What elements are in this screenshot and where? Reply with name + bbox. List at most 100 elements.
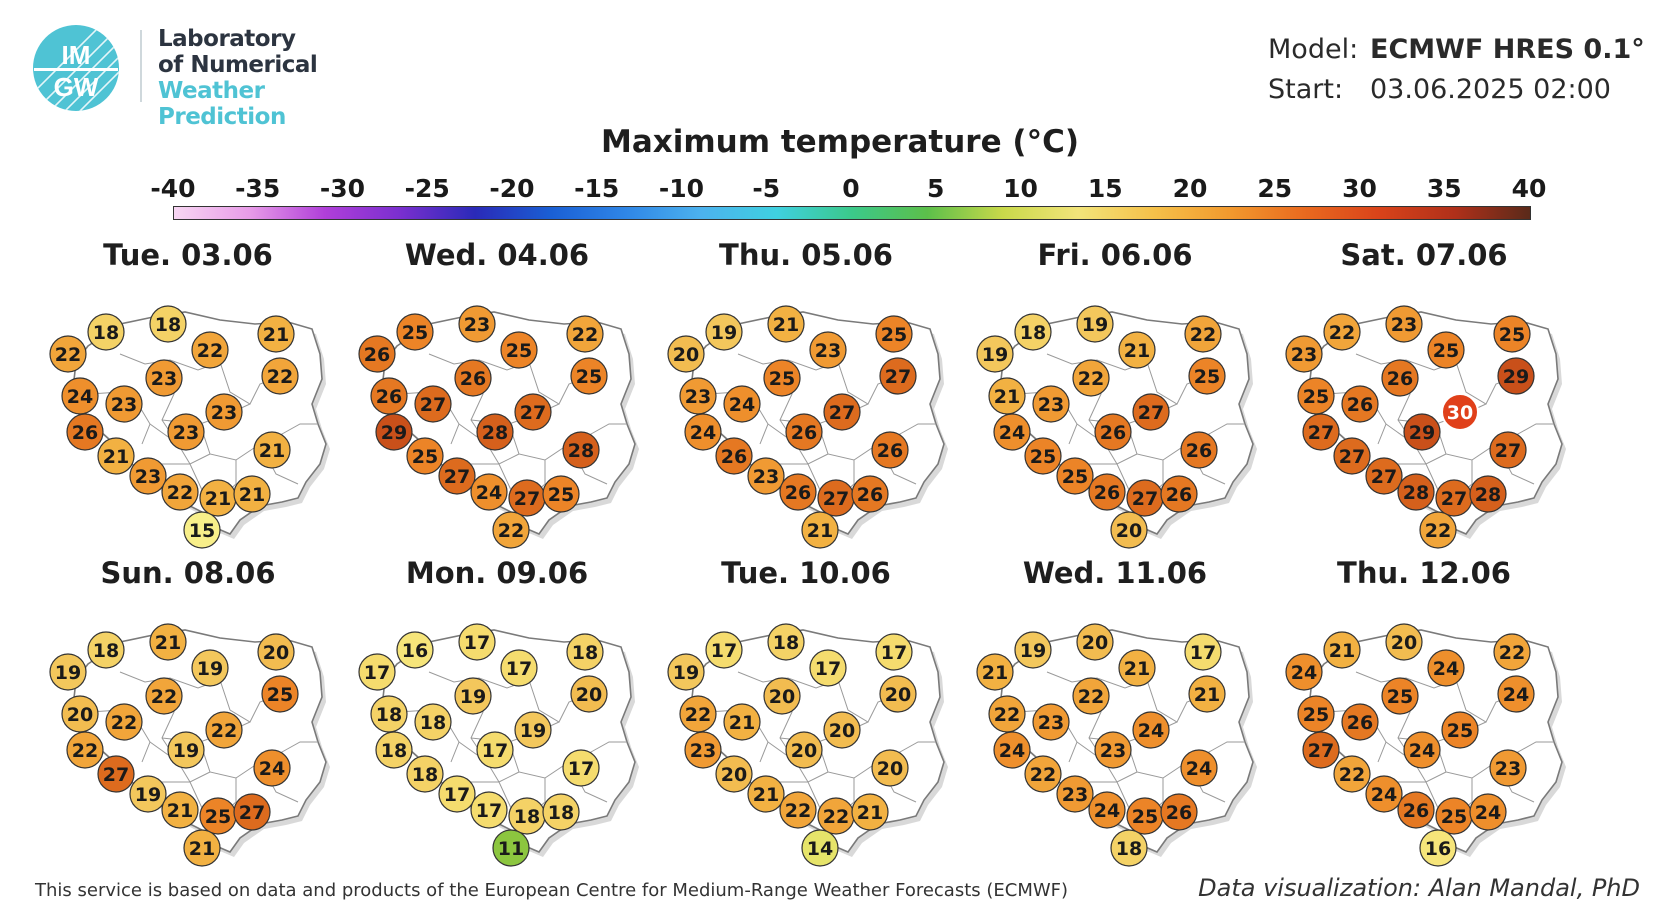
temperature-value: 26 [460,368,486,390]
temperature-value: 22 [823,806,849,828]
temperature-circle [871,431,909,469]
temperature-value: 19 [173,740,199,762]
temperature-circle [97,755,135,793]
temperature-value: 17 [444,784,470,806]
temperature-marker: 19 [514,711,552,749]
colorbar-ticks: -40 -35 -30 -25 -20 -15 -10 -5 0 5 10 15 20 25 30 35 40 [0,174,1680,204]
poland-map: 22 18 18 22 21 22 23 24 23 23 26 23 21 21 23 22 21 21 15 [49,305,330,549]
temperature-value: 18 [381,740,407,762]
temperature-value: 23 [753,466,779,488]
temperature-circle [261,357,299,395]
temperature-marker: 26 [1180,431,1218,469]
temperature-marker: 24 [1365,775,1403,813]
temperature-value: 24 [1186,758,1212,780]
temperature-marker: 19 [191,649,229,687]
temperature-circle [1397,791,1435,829]
colorbar-tick: 5 [927,174,945,203]
temperature-value: 25 [1030,446,1056,468]
temperature-marker: 11 [492,829,530,867]
start-label: Start: [1268,74,1344,105]
temperature-value: 26 [1100,422,1126,444]
logo-text: Laboratory of Numerical Weather Predicti… [158,26,372,130]
forecast-panel: Fri. 06.06 19 18 19 21 22 25 22 21 23 27 24 26 26 25 25… [955,238,1275,554]
panel-date: Wed. 11.06 [1022,556,1208,590]
temperature-marker: 27 [233,793,271,831]
temperature-circle [129,775,167,813]
temperature-marker: 23 [1385,305,1423,343]
temperature-value: 21 [259,440,285,462]
temperature-marker: 23 [1489,749,1527,787]
temperature-circle [684,413,722,451]
poland-map: 26 25 23 25 22 25 26 26 27 27 29 28 28 25 27 24 27 25 22 [358,305,639,549]
temperature-value: 22 [1078,686,1104,708]
colorbar-tick: -35 [235,174,281,203]
temperature-circle [49,335,87,373]
temperature-value: 27 [103,764,129,786]
temperature-value: 28 [482,422,508,444]
region-border [899,741,936,753]
temperature-circle [161,791,199,829]
temperature-circle [1365,775,1403,813]
temperature-marker: 22 [988,695,1026,733]
temperature-circle [1365,457,1403,495]
temperature-circle [183,511,221,549]
temperature-value: 14 [807,838,833,860]
temperature-marker: 26 [871,431,909,469]
temperature-circle [993,731,1031,769]
temperature-value: 27 [1308,740,1334,762]
temperature-marker: 25 [1126,797,1164,835]
temperature-marker: 22 [205,711,243,749]
temperature-marker: 20 [785,731,823,769]
temperature-circle [370,695,408,733]
temperature-circle [875,315,913,353]
temperature-value: 28 [568,440,594,462]
temperature-value: 21 [729,712,755,734]
temperature-circle [97,437,135,475]
temperature-marker: 28 [1397,473,1435,511]
temperature-marker: 24 [993,731,1031,769]
temperature-marker: 21 [257,315,295,353]
colorbar-tick: -25 [404,174,450,203]
temperature-value: 22 [1030,764,1056,786]
temperature-value: 27 [829,402,855,424]
temperature-value: 17 [815,658,841,680]
temperature-value: 22 [1339,764,1365,786]
temperature-value: 24 [1433,658,1459,680]
temperature-circle [1285,653,1323,691]
temperature-marker: 21 [747,775,785,813]
poland-map: 19 18 19 21 22 25 22 21 23 27 24 26 26 25 25 26 27 26 20 [976,305,1257,549]
temperature-marker: 27 [879,357,917,395]
logo-line-3: Weather Prediction [158,78,286,130]
temperature-circle [1160,475,1198,513]
temperature-circle [191,649,229,687]
temperature-value: 23 [151,368,177,390]
temperature-value: 21 [1329,640,1355,662]
temperature-value: 17 [464,632,490,654]
temperature-marker: 15 [183,511,221,549]
temperature-circle [879,357,917,395]
temperature-marker: 20 [871,749,909,787]
temperature-circle [492,511,530,549]
temperature-value: 28 [1475,484,1501,506]
temperature-circle [1333,755,1371,793]
temperature-circle [205,393,243,431]
colorbar-tick: 40 [1511,174,1547,203]
temperature-marker: 26 [779,473,817,511]
temperature-circle [570,675,608,713]
temperature-value: 27 [520,402,546,424]
temperature-circle [1180,431,1218,469]
temperature-marker: 17 [358,653,396,691]
temperature-circle [1088,473,1126,511]
temperature-marker: 20 [715,755,753,793]
temperature-marker: 25 [1297,695,1335,733]
forecast-panel: Thu. 12.06 24 21 20 24 22 24 25 25 26 25 27 24 23 22 24… [1264,556,1584,872]
temperature-value: 23 [173,422,199,444]
temperature-value: 18 [93,640,119,662]
temperature-marker: 25 [1024,437,1062,475]
temperature-marker: 25 [199,797,237,835]
temperature-marker: 27 [1126,479,1164,517]
temperature-circle [723,385,761,423]
temperature-value: 24 [1291,662,1317,684]
